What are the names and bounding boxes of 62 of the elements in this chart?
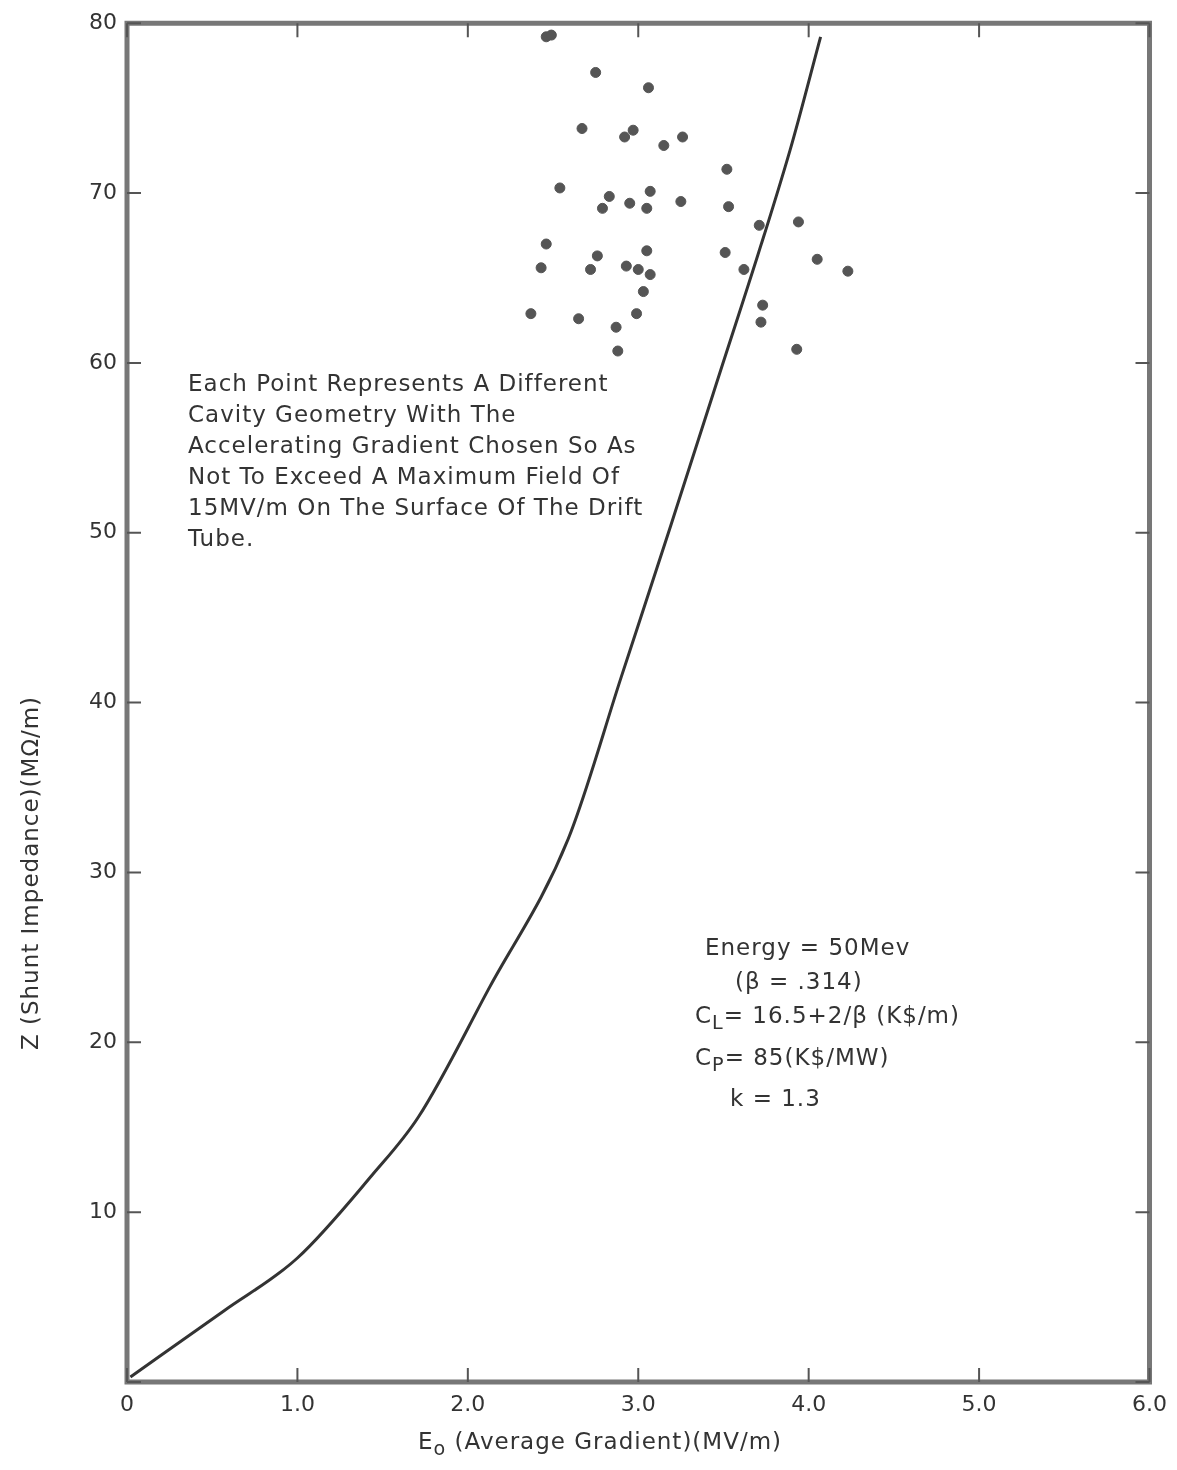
point xyxy=(792,216,804,228)
point xyxy=(723,201,735,213)
y-tick-label: 60 xyxy=(89,348,117,374)
point xyxy=(624,197,636,209)
point xyxy=(753,219,765,231)
x-tick-label: 6.0 xyxy=(1132,1390,1168,1416)
point xyxy=(525,308,537,320)
point xyxy=(642,82,654,94)
point xyxy=(596,202,608,214)
annotation: C$_{L}$= 16.5+2/β (K$/m) xyxy=(695,1001,961,1036)
point xyxy=(632,263,644,275)
x-tick-label: 2.0 xyxy=(450,1390,486,1416)
point xyxy=(644,185,656,197)
y-tick-label: 50 xyxy=(89,518,117,544)
x-tick-label: 3.0 xyxy=(620,1390,656,1416)
point xyxy=(585,263,597,275)
point xyxy=(675,196,687,208)
annotation: k = 1.3 xyxy=(730,1084,822,1114)
point xyxy=(535,262,547,274)
point xyxy=(637,286,649,298)
point xyxy=(554,182,566,194)
point xyxy=(755,316,767,328)
y-tick-label: 20 xyxy=(89,1028,117,1054)
y-tick-label: 10 xyxy=(89,1197,117,1223)
point xyxy=(573,313,585,325)
x-tick-label: 0 xyxy=(120,1390,134,1416)
point xyxy=(620,260,632,272)
point xyxy=(644,269,656,281)
x-tick-label: 1.0 xyxy=(279,1390,315,1416)
point xyxy=(576,123,588,135)
point xyxy=(540,238,552,250)
point xyxy=(677,131,689,143)
point xyxy=(791,343,803,355)
annotation: (β = .314) xyxy=(735,967,864,996)
point xyxy=(627,124,639,136)
x-tick-label: 4.0 xyxy=(791,1390,827,1416)
point xyxy=(610,321,622,333)
y-tick-label: 40 xyxy=(89,688,117,714)
point xyxy=(658,139,670,151)
point xyxy=(591,250,603,262)
x-axis-title: E$_{o}$ (Average Gradient)(MV/m) xyxy=(416,1428,784,1460)
point xyxy=(619,131,631,143)
point xyxy=(811,253,823,265)
point xyxy=(590,66,602,78)
annotation: C$_{P}$= 85(K$/MW) xyxy=(695,1042,891,1078)
point xyxy=(842,265,854,277)
annotation: Each Point Represents A Different Cavity Geometry With The Accelerating Gradient Chosen So As Not To Exceed A Maximum Field Of 15MV/m On The Surface Of The Drift Tube. xyxy=(188,369,645,553)
point xyxy=(757,299,769,311)
x-tick-label: 5.0 xyxy=(961,1390,997,1416)
y-tick-label: 80 xyxy=(89,8,117,34)
y-tick-label: 30 xyxy=(89,858,117,884)
point xyxy=(612,345,624,357)
y-axis-title: Z (Shunt Impedance)(MΩ/m) xyxy=(17,694,43,1053)
point xyxy=(631,308,643,320)
annotation: Energy = 50Mev xyxy=(705,933,912,962)
y-tick-label: 70 xyxy=(89,178,117,204)
point xyxy=(641,245,653,257)
point xyxy=(603,190,615,202)
point xyxy=(719,247,731,258)
point xyxy=(738,263,750,275)
point xyxy=(641,202,653,214)
point xyxy=(721,163,733,175)
